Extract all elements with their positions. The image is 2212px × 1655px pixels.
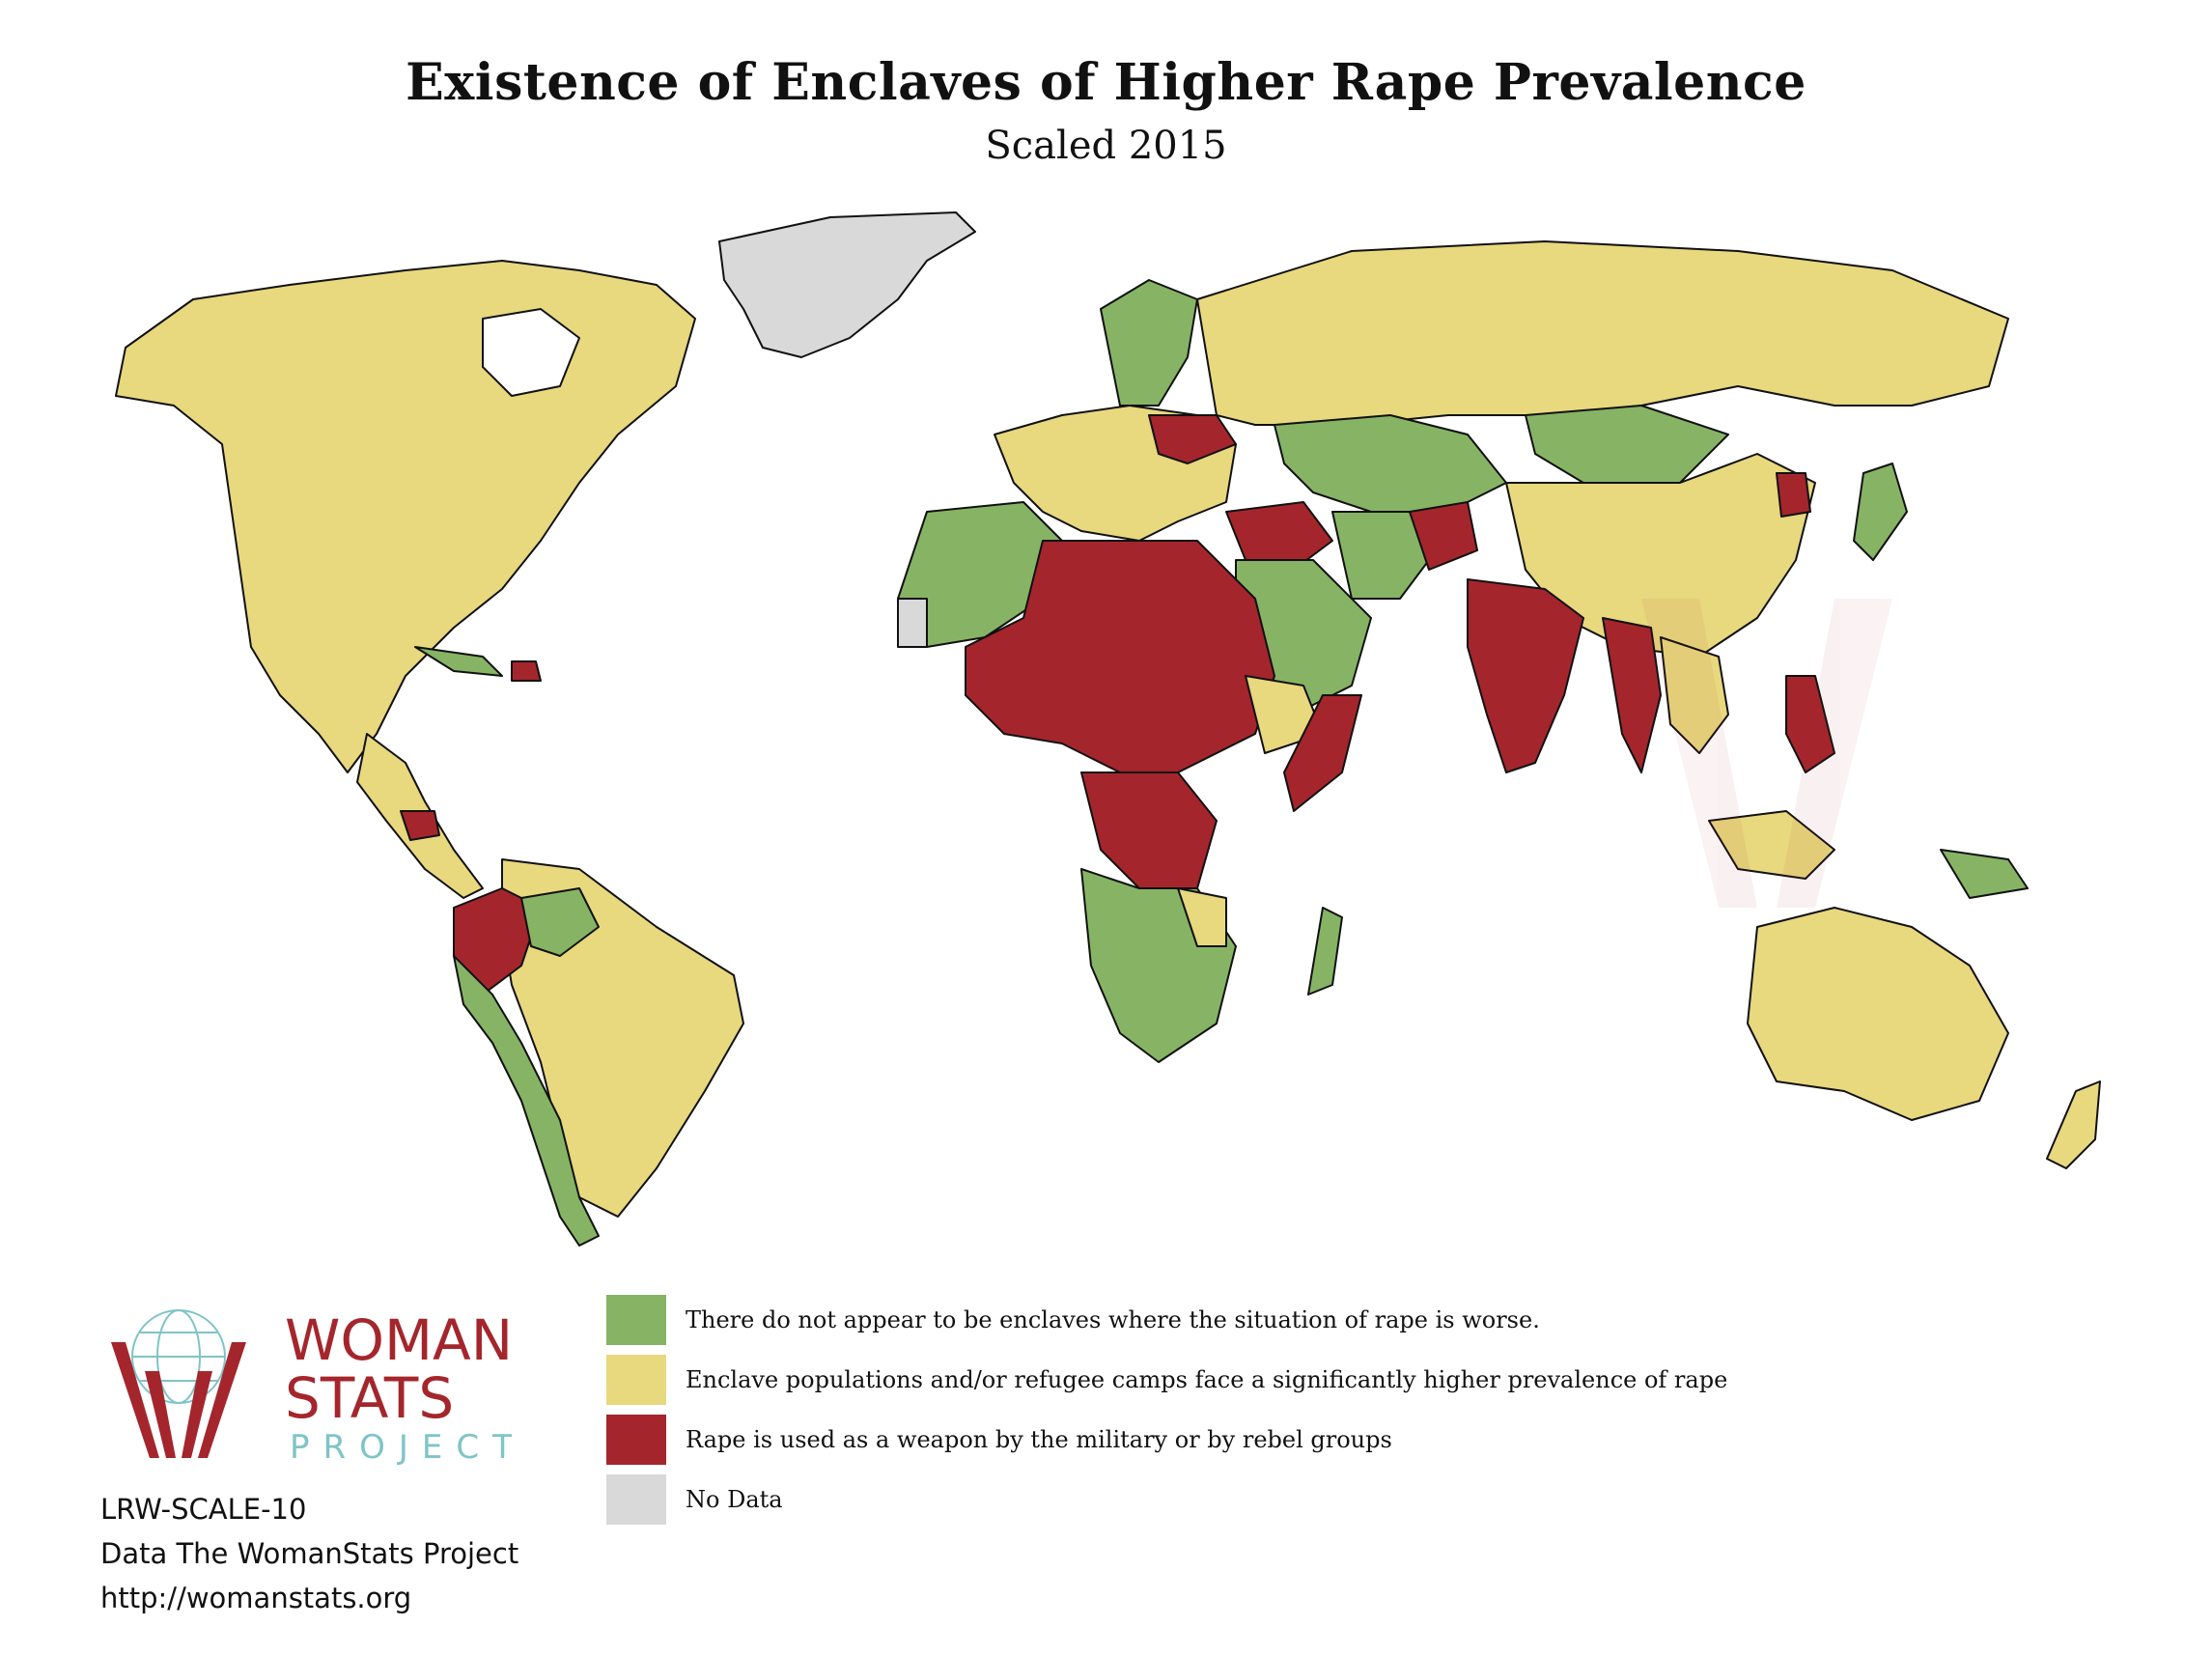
region-central-africa [1080,771,1218,889]
legend-label: Rape is used as a weapon by the military… [686,1426,1392,1453]
logo-word-project: PROJECT [290,1428,512,1467]
region-north-korea [1776,472,1811,518]
world-map [115,211,2101,1247]
region-greenland [718,211,976,358]
legend-swatch [606,1355,666,1405]
legend-item-gray: No Data [606,1470,1727,1529]
region-honduras [400,810,440,841]
region-scandinavia [1100,279,1198,407]
region-ukraine [1148,414,1237,464]
region-mozambique-zimbabwe [1177,887,1227,947]
region-philippines [1785,675,1835,773]
legend-item-yellow: Enclave populations and/or refugee camps… [606,1350,1727,1410]
region-new-zealand [2046,1080,2101,1169]
legend-label: No Data [686,1486,783,1513]
logo-word-stats: STATS [285,1365,454,1431]
region-russia [1196,240,2009,426]
region-myanmar [1602,617,1662,773]
legend-item-green: There do not appear to be enclaves where… [606,1290,1727,1350]
region-madagascar [1307,907,1343,996]
region-venezuela [520,887,600,957]
legend-swatch [606,1295,666,1345]
region-mongolia [1525,405,1729,484]
raised-hands-icon [111,1342,246,1458]
region-syria-iraq [1225,501,1333,571]
legend-label: There do not appear to be enclaves where… [686,1306,1540,1333]
scale-code: LRW-SCALE-10 [100,1493,307,1526]
data-source: Data The WomanStats Project [100,1537,519,1570]
region-somalia [1283,694,1362,812]
region-southeast-asia [1660,636,1729,754]
globe-icon [131,1309,226,1404]
region-central-asia [1274,414,1507,513]
region-north-america [115,260,696,773]
source-url[interactable]: http://womanstats.org [100,1582,412,1614]
region-haiti [511,660,542,682]
region-west-sahara [897,598,928,648]
region-andes [453,955,600,1247]
region-japan [1853,463,1908,561]
legend-item-red: Rape is used as a weapon by the military… [606,1410,1727,1470]
map-title: Existence of Enclaves of Higher Rape Pre… [406,53,1806,112]
region-india [1467,578,1584,773]
legend-swatch [606,1415,666,1465]
region-iran [1331,511,1430,600]
region-hudson-bay [482,308,580,397]
region-indonesia [1708,810,1835,880]
logo-word-woman: WOMAN [285,1307,512,1373]
legend-label: Enclave populations and/or refugee camps… [686,1366,1728,1393]
womanstats-logo: WOMAN STATS PROJECT [111,1307,512,1467]
region-cuba [414,646,503,677]
region-afghanistan [1409,501,1478,571]
region-australia [1747,907,2009,1121]
legend-swatch [606,1474,666,1525]
map-notes: LRW-SCALE-10 Data The WomanStats Project… [100,1487,518,1620]
region-papua [1940,849,2029,899]
map-subtitle: Scaled 2015 [985,124,1227,168]
map-legend: There do not appear to be enclaves where… [606,1290,1727,1529]
